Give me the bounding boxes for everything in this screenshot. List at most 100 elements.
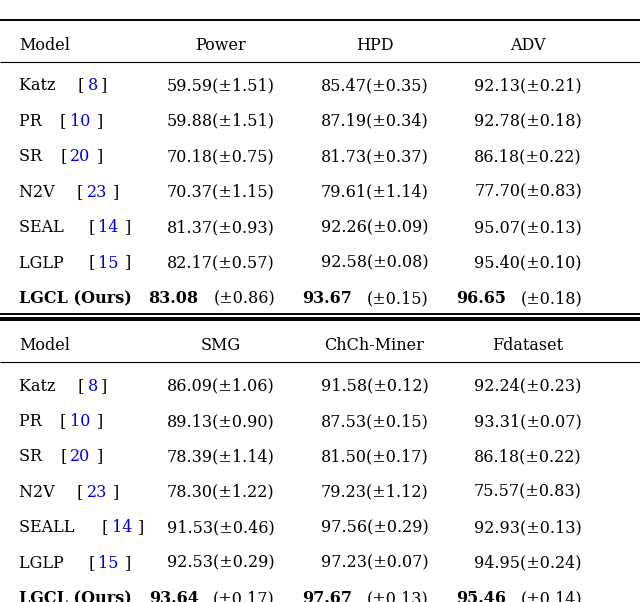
Text: (±0.13): (±0.13) [367, 590, 429, 602]
Text: 59.88(±1.51): 59.88(±1.51) [167, 113, 275, 130]
Text: 8: 8 [88, 377, 98, 394]
Text: 83.08: 83.08 [148, 290, 199, 307]
Text: PR: PR [19, 413, 47, 430]
Text: 20: 20 [70, 148, 91, 165]
Text: ]: ] [97, 448, 102, 465]
Text: SEALL: SEALL [19, 520, 80, 536]
Text: ChCh-Miner: ChCh-Miner [324, 337, 424, 354]
Text: LGCL (Ours): LGCL (Ours) [19, 290, 132, 307]
Text: (±0.17): (±0.17) [213, 590, 275, 602]
Text: 94.95(±0.24): 94.95(±0.24) [474, 554, 582, 572]
Text: [: [ [73, 78, 84, 95]
Text: [: [ [72, 484, 83, 501]
Text: 97.56(±0.29): 97.56(±0.29) [321, 520, 428, 536]
Text: LGCL (Ours): LGCL (Ours) [19, 590, 132, 602]
Text: ]: ] [125, 219, 131, 236]
Text: [: [ [84, 554, 95, 572]
Text: SR: SR [19, 448, 47, 465]
Text: ]: ] [97, 148, 102, 165]
Text: 97.23(±0.07): 97.23(±0.07) [321, 554, 428, 572]
Text: [: [ [72, 184, 83, 200]
Text: 81.37(±0.93): 81.37(±0.93) [167, 219, 275, 236]
Text: 91.53(±0.46): 91.53(±0.46) [167, 520, 275, 536]
Text: 86.09(±1.06): 86.09(±1.06) [167, 377, 275, 394]
Text: 75.57(±0.83): 75.57(±0.83) [474, 484, 582, 501]
Text: N2V: N2V [19, 184, 60, 200]
Text: Fdataset: Fdataset [492, 337, 564, 354]
Text: [: [ [55, 113, 67, 130]
Text: 92.78(±0.18): 92.78(±0.18) [474, 113, 582, 130]
Text: SMG: SMG [201, 337, 241, 354]
Text: 92.58(±0.08): 92.58(±0.08) [321, 255, 428, 272]
Text: 59.59(±1.51): 59.59(±1.51) [167, 78, 275, 95]
Text: 15: 15 [98, 255, 119, 272]
Text: 15: 15 [98, 554, 119, 572]
Text: (±0.86): (±0.86) [213, 290, 275, 307]
Text: PR: PR [19, 113, 47, 130]
Text: 91.58(±0.12): 91.58(±0.12) [321, 377, 428, 394]
Text: 86.18(±0.22): 86.18(±0.22) [474, 148, 582, 165]
Text: [: [ [56, 448, 67, 465]
Text: ADV: ADV [510, 37, 546, 54]
Text: ]: ] [113, 184, 119, 200]
Text: 92.13(±0.21): 92.13(±0.21) [474, 78, 582, 95]
Text: 81.50(±0.17): 81.50(±0.17) [321, 448, 428, 465]
Text: Model: Model [19, 37, 70, 54]
Text: [: [ [84, 219, 95, 236]
Text: SEAL: SEAL [19, 219, 69, 236]
Text: [: [ [56, 148, 67, 165]
Text: 92.93(±0.13): 92.93(±0.13) [474, 520, 582, 536]
Text: 78.39(±1.14): 78.39(±1.14) [167, 448, 275, 465]
Text: 97.67: 97.67 [302, 590, 352, 602]
Text: Katz: Katz [19, 377, 61, 394]
Text: 82.17(±0.57): 82.17(±0.57) [167, 255, 275, 272]
Text: Model: Model [19, 337, 70, 354]
Text: 87.19(±0.34): 87.19(±0.34) [321, 113, 428, 130]
Text: HPD: HPD [356, 37, 393, 54]
Text: 78.30(±1.22): 78.30(±1.22) [167, 484, 275, 501]
Text: 23: 23 [86, 184, 107, 200]
Text: 70.18(±0.75): 70.18(±0.75) [167, 148, 275, 165]
Text: 81.73(±0.37): 81.73(±0.37) [321, 148, 428, 165]
Text: (±0.18): (±0.18) [520, 290, 582, 307]
Text: 23: 23 [86, 484, 107, 501]
Text: 93.64: 93.64 [148, 590, 198, 602]
Text: 8: 8 [88, 78, 98, 95]
Text: 89.13(±0.90): 89.13(±0.90) [167, 413, 275, 430]
Text: 77.70(±0.83): 77.70(±0.83) [474, 184, 582, 200]
Text: (±0.15): (±0.15) [367, 290, 429, 307]
Text: 92.26(±0.09): 92.26(±0.09) [321, 219, 428, 236]
Text: Katz: Katz [19, 78, 61, 95]
Text: ]: ] [101, 78, 107, 95]
Text: 92.24(±0.23): 92.24(±0.23) [474, 377, 582, 394]
Text: 20: 20 [70, 448, 91, 465]
Text: [: [ [84, 255, 95, 272]
Text: 10: 10 [70, 413, 90, 430]
Text: [: [ [97, 520, 109, 536]
Text: 14: 14 [112, 520, 132, 536]
Text: 85.47(±0.35): 85.47(±0.35) [321, 78, 428, 95]
Text: ]: ] [138, 520, 145, 536]
Text: 95.40(±0.10): 95.40(±0.10) [474, 255, 582, 272]
Text: Power: Power [195, 37, 246, 54]
Text: 93.67: 93.67 [302, 290, 352, 307]
Text: ]: ] [96, 413, 102, 430]
Text: LGLP: LGLP [19, 554, 69, 572]
Text: ]: ] [125, 255, 131, 272]
Text: 95.07(±0.13): 95.07(±0.13) [474, 219, 582, 236]
Text: ]: ] [96, 113, 102, 130]
Text: ]: ] [101, 377, 107, 394]
Text: [: [ [55, 413, 67, 430]
Text: 93.31(±0.07): 93.31(±0.07) [474, 413, 582, 430]
Text: (±0.14): (±0.14) [520, 590, 582, 602]
Text: 92.53(±0.29): 92.53(±0.29) [167, 554, 275, 572]
Text: 79.61(±1.14): 79.61(±1.14) [321, 184, 428, 200]
Text: SR: SR [19, 148, 47, 165]
Text: 14: 14 [98, 219, 118, 236]
Text: 95.46: 95.46 [456, 590, 506, 602]
Text: 96.65: 96.65 [456, 290, 506, 307]
Text: 79.23(±1.12): 79.23(±1.12) [321, 484, 428, 501]
Text: ]: ] [113, 484, 119, 501]
Text: LGLP: LGLP [19, 255, 69, 272]
Text: 86.18(±0.22): 86.18(±0.22) [474, 448, 582, 465]
